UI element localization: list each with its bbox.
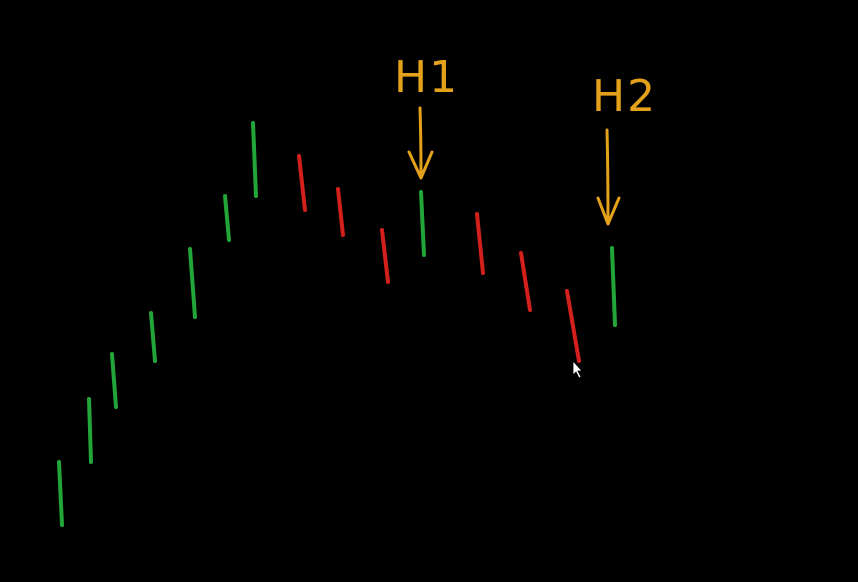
price-bar-up xyxy=(149,311,157,363)
price-bar-up xyxy=(251,121,258,198)
price-bar-up xyxy=(57,460,64,527)
price-bar-up xyxy=(223,194,231,242)
price-bar-down xyxy=(297,154,307,212)
price-bar-down xyxy=(519,251,532,312)
price-bar-down xyxy=(565,289,581,363)
price-bar-down xyxy=(336,187,345,237)
price-bar-down xyxy=(380,228,390,284)
price-bar-up xyxy=(610,246,617,327)
price-bar-up xyxy=(419,190,426,257)
price-bar-up xyxy=(188,247,197,319)
down-arrow-icon xyxy=(596,128,621,226)
annotation-h2-label: H2 xyxy=(592,71,657,122)
annotation-h1: H1 xyxy=(394,52,459,180)
price-bar-up xyxy=(87,397,93,464)
annotation-h2: H2 xyxy=(592,71,657,226)
down-arrow-icon xyxy=(407,106,434,180)
price-bar-down xyxy=(475,212,485,275)
price-bar-up xyxy=(110,352,118,409)
mouse-pointer-icon xyxy=(572,359,583,379)
annotation-h1-label: H1 xyxy=(394,52,459,103)
price-bars xyxy=(57,121,617,527)
